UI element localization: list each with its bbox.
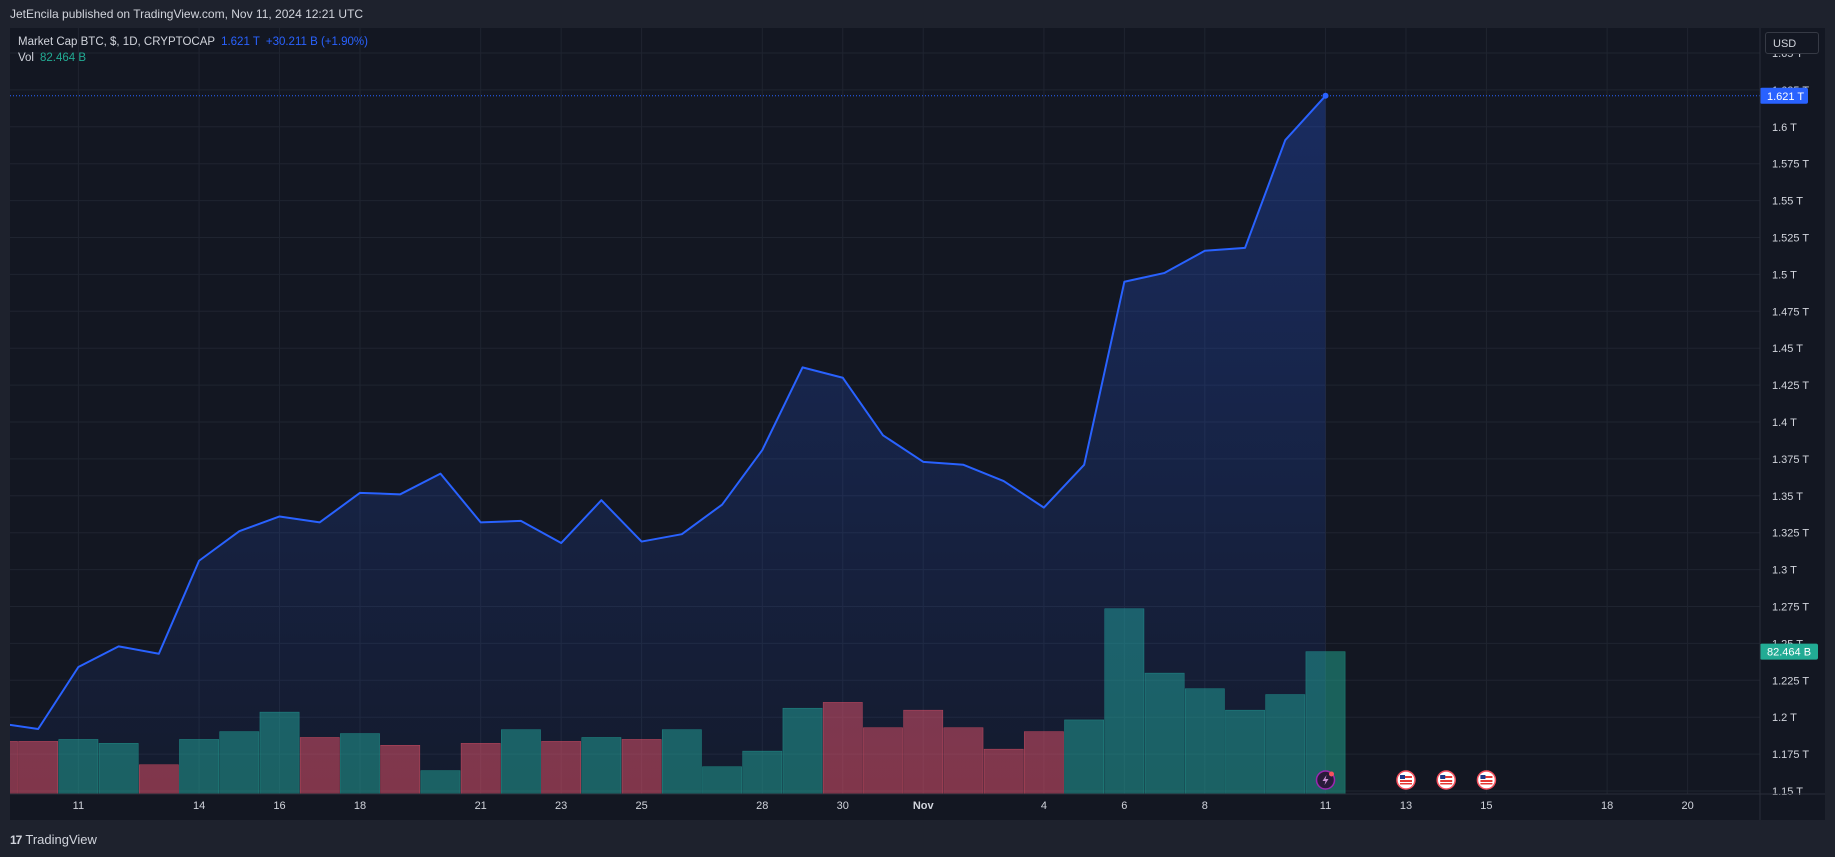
x-tick-label: 14 [193,800,205,812]
y-tick-label: 1.35 T [1772,491,1803,503]
x-tick-label: 25 [635,800,647,812]
y-tick-label: 1.15 T [1772,786,1803,798]
last-price-dot [1322,92,1329,99]
price-area-fill [0,95,1326,794]
y-tick-label: 1.325 T [1772,528,1809,540]
x-tick-label: 18 [354,800,366,812]
us-flag-icon[interactable] [1436,770,1456,790]
x-tick-label: Nov [913,800,935,812]
x-tick-label: 15 [1480,800,1492,812]
tradingview-logo[interactable]: 17 TradingView [10,832,97,847]
chart-legend: Market Cap BTC, $, 1D, CRYPTOCAP 1.621 T… [18,34,368,66]
y-tick-label: 1.425 T [1772,380,1809,392]
publish-info: JetEncila published on TradingView.com, … [10,7,364,21]
y-tick-label: 1.375 T [1772,454,1809,466]
y-tick-label: 1.525 T [1772,233,1809,245]
y-tick-label: 1.4 T [1772,417,1797,429]
x-tick-label: 28 [756,800,768,812]
y-tick-label: 1.2 T [1772,712,1797,724]
x-tick-label: 4 [1041,800,1047,812]
y-tick-label: 1.175 T [1772,749,1809,761]
y-tick-label: 1.275 T [1772,602,1809,614]
tradingview-icon: 17 [10,832,22,847]
y-tick-label: 1.475 T [1772,306,1809,318]
brand-label: TradingView [25,832,97,847]
chart-svg[interactable]: 1.15 T1.175 T1.2 T1.225 T1.25 T1.275 T1.… [0,28,1825,820]
currency-button[interactable]: USD [1765,32,1819,54]
y-tick-label: 1.575 T [1772,159,1809,171]
x-tick-label: 30 [837,800,849,812]
symbol-label[interactable]: Market Cap BTC, $, 1D, CRYPTOCAP [18,36,216,48]
y-tick-label: 1.3 T [1772,565,1797,577]
x-tick-label: 8 [1202,800,1208,812]
last-price-label: 1.621 T [1767,91,1804,103]
x-tick-label: 16 [273,800,285,812]
x-tick-label: 13 [1400,800,1412,812]
top-bar: JetEncila published on TradingView.com, … [0,0,1835,28]
us-flag-icon[interactable] [1396,770,1416,790]
lightning-icon[interactable] [1315,770,1336,790]
price-value: 1.621 T [221,36,260,48]
price-change: +30.211 B (+1.90%) [265,36,368,48]
footer [0,820,1835,857]
volume-label[interactable]: Vol [18,52,34,64]
last-volume-label: 82.464 B [1767,647,1811,659]
x-tick-label: 23 [555,800,567,812]
x-tick-label: 11 [1320,800,1331,812]
us-flag-icon[interactable] [1476,770,1497,790]
y-tick-label: 1.6 T [1772,122,1797,134]
y-tick-label: 1.45 T [1772,343,1803,355]
chart-area[interactable]: 1.15 T1.175 T1.2 T1.225 T1.25 T1.275 T1.… [0,28,1825,820]
x-tick-label: 6 [1121,800,1127,812]
x-tick-label: 18 [1601,800,1613,812]
last-price-badge [1760,87,1808,104]
last-volume-badge [1760,643,1818,660]
x-tick-label: 21 [475,800,487,812]
x-tick-label: 20 [1681,800,1693,812]
y-tick-label: 1.225 T [1772,675,1809,687]
price-line[interactable] [0,95,1327,731]
price-axis-background [1760,28,1825,820]
y-tick-label: 1.5 T [1772,269,1797,281]
volume-value: 82.464 B [40,52,87,64]
x-tick-label: 11 [73,800,84,812]
y-tick-label: 1.55 T [1772,196,1803,208]
